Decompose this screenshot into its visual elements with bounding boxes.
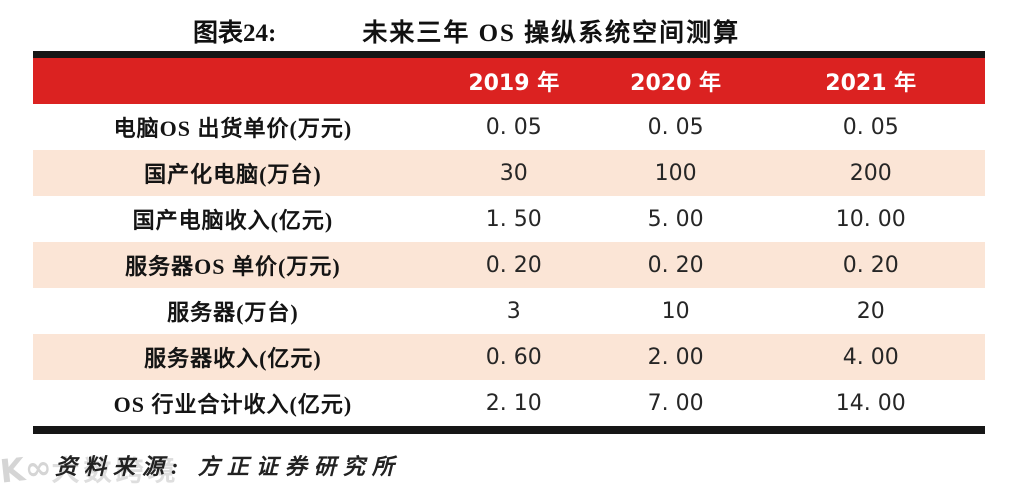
os-market-table: 2019 年 2020 年 2021 年 电脑OS 出货单价(万元) 0. 05… — [33, 51, 985, 434]
cell-value: 10 — [661, 298, 690, 324]
column-header-metric — [33, 54, 433, 104]
cell-value: 10. 00 — [835, 206, 906, 232]
figure-number: 图表24: — [193, 20, 277, 47]
cell-value: 100 — [654, 160, 697, 186]
table-row: OS 行业合计收入(亿元) 2. 10 7. 00 14. 00 — [33, 380, 985, 430]
column-header-2021: 2021 年 — [756, 54, 985, 104]
cell-value: 200 — [849, 160, 892, 186]
row-label: 国产电脑收入(亿元) — [132, 208, 334, 233]
cell-value: 5. 00 — [647, 206, 704, 232]
row-label: 服务器(万台) — [167, 300, 299, 325]
cell-value: 0. 20 — [647, 252, 704, 278]
table-row: 电脑OS 出货单价(万元) 0. 05 0. 05 0. 05 — [33, 104, 985, 150]
cell-value: 0. 20 — [842, 252, 899, 278]
row-label: 服务器OS 单价(万元) — [125, 254, 341, 279]
cell-value: 0. 20 — [485, 252, 542, 278]
cell-value: 0. 05 — [842, 114, 899, 140]
table-row: 服务器(万台) 3 10 20 — [33, 288, 985, 334]
table-row: 国产电脑收入(亿元) 1. 50 5. 00 10. 00 — [33, 196, 985, 242]
cell-value: 30 — [499, 160, 528, 186]
watermark-logo-icon: K∞ — [0, 447, 54, 491]
cell-value: 4. 00 — [842, 344, 899, 370]
cell-value: 14. 00 — [835, 390, 906, 416]
cell-value: 7. 00 — [647, 390, 704, 416]
row-label: 服务器收入(亿元) — [144, 346, 322, 371]
source-note: 资料来源: 方正证券研究所 — [55, 454, 401, 479]
cell-value: 0. 05 — [485, 114, 542, 140]
cell-value: 20 — [856, 298, 885, 324]
cell-value: 3 — [506, 298, 521, 324]
row-label: OS 行业合计收入(亿元) — [113, 392, 353, 417]
table-row: 服务器收入(亿元) 0. 60 2. 00 4. 00 — [33, 334, 985, 380]
row-label: 电脑OS 出货单价(万元) — [113, 116, 353, 141]
cell-value: 0. 60 — [485, 344, 542, 370]
table-row: 国产化电脑(万台) 30 100 200 — [33, 150, 985, 196]
figure-title-text: 未来三年 OS 操纵系统空间测算 — [362, 20, 741, 47]
figure-title: 图表24: 未来三年 OS 操纵系统空间测算 — [0, 0, 1009, 51]
column-header-2019: 2019 年 — [432, 54, 595, 104]
cell-value: 2. 10 — [485, 390, 542, 416]
cell-value: 2. 00 — [647, 344, 704, 370]
column-header-2020: 2020 年 — [594, 54, 757, 104]
table-row: 服务器OS 单价(万元) 0. 20 0. 20 0. 20 — [33, 242, 985, 288]
cell-value: 0. 05 — [647, 114, 704, 140]
cell-value: 1. 50 — [485, 206, 542, 232]
table-header-row: 2019 年 2020 年 2021 年 — [33, 54, 985, 104]
row-label: 国产化电脑(万台) — [144, 162, 322, 187]
